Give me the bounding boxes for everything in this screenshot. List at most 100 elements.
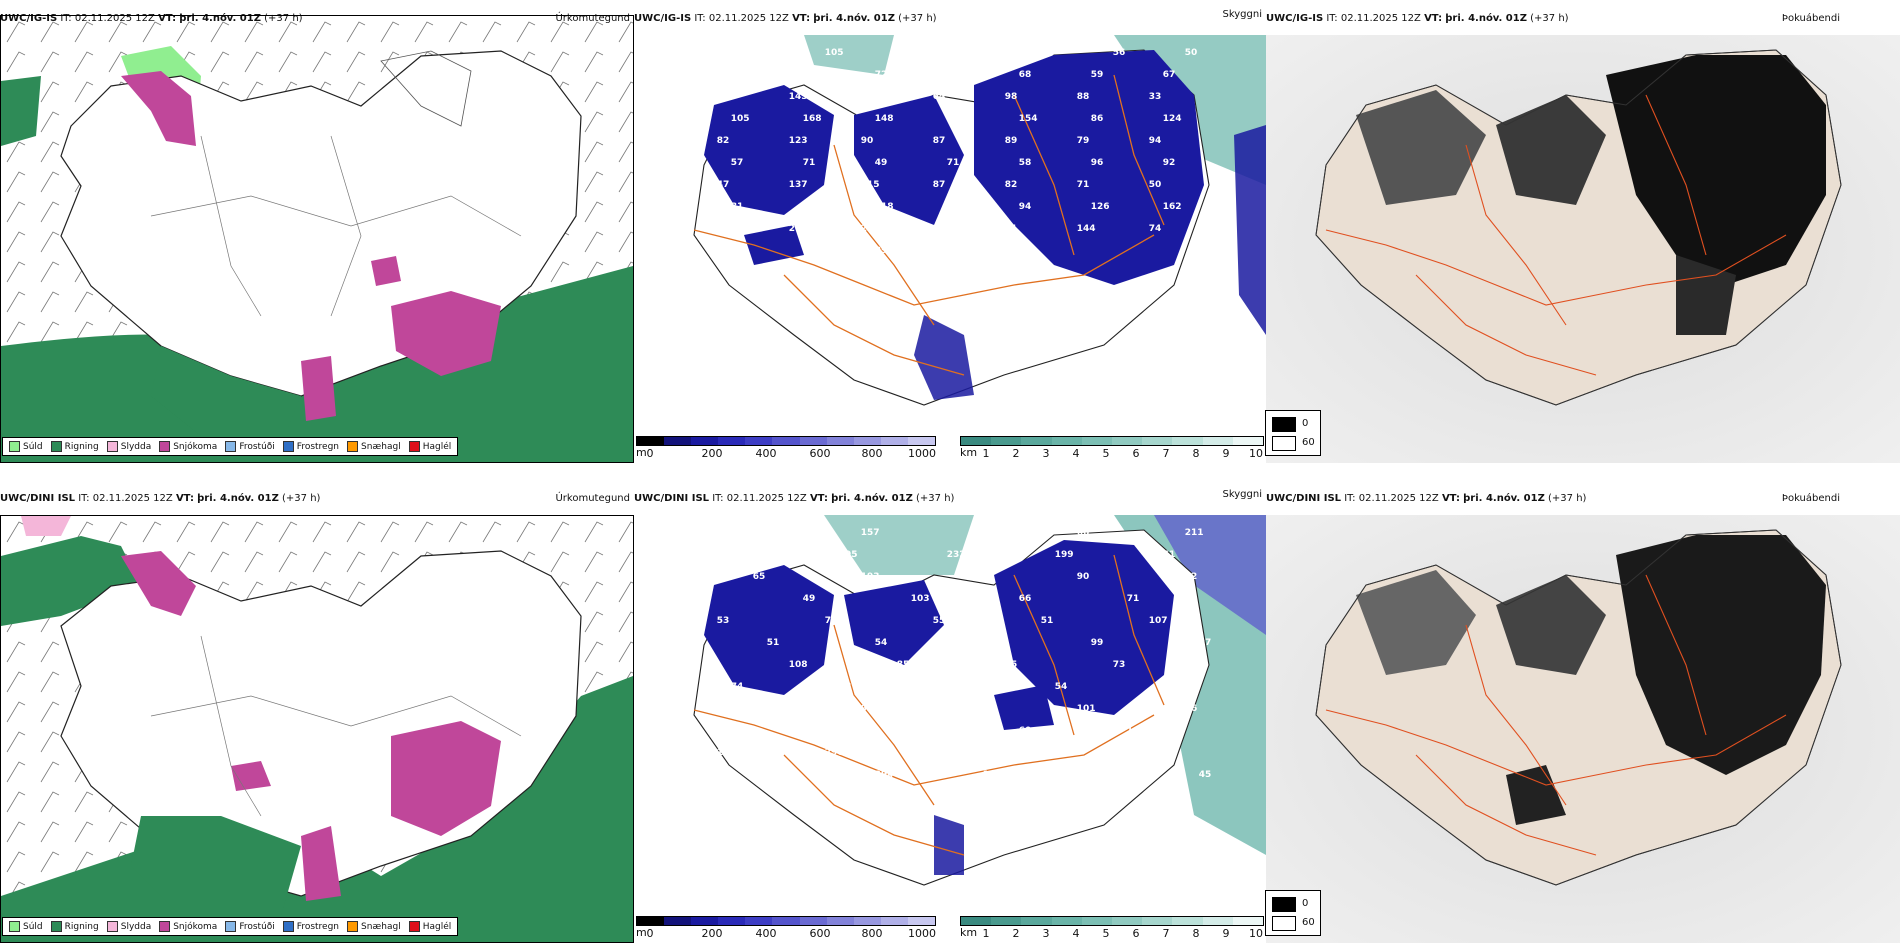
cbar-seg — [691, 917, 719, 925]
visibility-value-label: 87 — [933, 136, 946, 146]
tick: 1000 — [908, 447, 936, 460]
legend-label: Súld — [23, 441, 43, 452]
cbar-seg — [1232, 437, 1264, 445]
visibility-value-label: 65 — [753, 572, 766, 582]
visibility-value-label: 60 — [1019, 726, 1032, 736]
visibility-value-label: 74 — [1149, 224, 1162, 234]
legend-label: Slydda — [120, 921, 152, 932]
cbar-seg — [637, 917, 665, 925]
cbar-seg — [1172, 917, 1203, 925]
visibility-value-label: 62 — [1185, 572, 1198, 582]
visibility-value-label: 228 — [861, 224, 880, 234]
visibility-value-label: 93 — [947, 246, 960, 256]
visibility-value-label: 405 — [1163, 682, 1182, 692]
legend-label: Rigning — [64, 921, 99, 932]
visibility-value-label: 66 — [1185, 704, 1198, 714]
it-label: IT: — [1344, 493, 1356, 504]
visibility-value-label: 74 — [731, 682, 744, 692]
vt-label: VT: — [792, 13, 811, 24]
visibility-value-label: 124 — [1163, 114, 1182, 124]
fog-legend-light — [1272, 916, 1296, 931]
cbar-seg — [1232, 917, 1264, 925]
visibility-value-label: 84 — [969, 704, 982, 714]
cbar-seg — [664, 917, 692, 925]
lead-time: (+37 h) — [282, 493, 321, 504]
visibility-value-label: 92 — [1019, 246, 1032, 256]
model-name: UWC/DINI ISL — [0, 493, 76, 504]
param-title: Þokuábendi — [1781, 13, 1840, 24]
init-time: 02.11.2025 12Z — [92, 493, 173, 504]
visibility-value-label: 71 — [1127, 594, 1140, 604]
legend-label: Slydda — [120, 441, 152, 452]
visibility-value-label: 58 — [839, 682, 852, 692]
cbar-seg — [718, 917, 746, 925]
visibility-value-label: 57 — [717, 92, 730, 102]
cbar-seg — [907, 917, 936, 925]
param-title: Skyggni — [1222, 489, 1262, 500]
visibility-value-label: 101 — [1077, 704, 1096, 714]
colorbar-unit: km — [960, 446, 978, 459]
cbar-seg — [1112, 437, 1143, 445]
cbar-seg — [664, 437, 692, 445]
init-time: 02.11.2025 12Z — [726, 493, 807, 504]
visibility-value-label: 134 — [933, 224, 952, 234]
visibility-value-label: 58 — [1019, 158, 1032, 168]
visibility-value-label: 50 — [1185, 48, 1198, 58]
visibility-value-label: 148 — [875, 114, 894, 124]
visibility-value-label: 107 — [1149, 616, 1168, 626]
legend-freezing-drizzle: Frostúði — [225, 921, 275, 932]
colorbar-ticks: 1 2 3 4 5 6 7 8 9 10 — [960, 446, 1264, 460]
visibility-value-label: 162 — [1163, 202, 1182, 212]
cbar-seg — [799, 437, 827, 445]
visibility-value-label: 66 — [1077, 528, 1090, 538]
colorbar-bar — [960, 916, 1264, 926]
legend-drizzle: Súld — [9, 441, 43, 452]
cbar-seg — [991, 917, 1022, 925]
precip-type-legend: Súld Rigning Slydda Snjókoma Frostúði Fr… — [2, 917, 459, 936]
cbar-seg — [853, 917, 881, 925]
swatch — [408, 921, 420, 932]
legend-label: Súld — [23, 921, 43, 932]
legend-label: Frostregn — [296, 441, 340, 452]
visibility-value-label: 86 — [1091, 114, 1104, 124]
tick: 1 — [982, 447, 990, 460]
visibility-value-label: 105 — [825, 48, 844, 58]
init-time: 02.11.2025 12Z — [1358, 493, 1439, 504]
visibility-value-label: 85 — [897, 660, 910, 670]
swatch — [282, 441, 294, 452]
tick: 7 — [1162, 447, 1170, 460]
visibility-value-label: 51 — [1041, 616, 1054, 626]
visibility-value-label: 61 — [1163, 550, 1176, 560]
visibility-colorbar: m 0 200 400 600 800 1000 — [636, 436, 936, 460]
colorbar-bar — [636, 436, 936, 446]
visibility-value-label: 79 — [1077, 136, 1090, 146]
precip-map — [0, 15, 634, 463]
swatch — [9, 441, 20, 452]
precip-map — [0, 515, 634, 943]
visibility-value-label: 336 — [947, 114, 966, 124]
visibility-value-label: 55 — [933, 616, 946, 626]
visibility-value-label: 47 — [717, 180, 730, 190]
fog-legend-max: 60 — [1302, 917, 1315, 928]
fog-legend-max: 60 — [1302, 437, 1315, 448]
cbar-seg — [1021, 917, 1052, 925]
visibility-value-label: 71 — [803, 158, 816, 168]
swatch — [159, 921, 171, 932]
tick: 800 — [861, 927, 883, 940]
visibility-value-label: 81 — [731, 202, 744, 212]
lead-time: (+37 h) — [916, 493, 955, 504]
legend-drizzle: Súld — [9, 921, 43, 932]
panel-header: UWC/DINI ISL IT: 02.11.2025 12Z VT: þri.… — [1266, 493, 1900, 509]
visibility-value-label: 103 — [753, 528, 772, 538]
visibility-map: 103 157 104 66 211 295 232 199 61 65 193 159 90 62 49 1… — [634, 515, 1266, 915]
visibility-panel-row1: UWC/IG-IS IT: 02.11.2025 12Z VT: þri. 4.… — [634, 9, 1266, 463]
vt-label: VT: — [1424, 13, 1443, 24]
tick: 8 — [1192, 447, 1200, 460]
fog-legend-min: 0 — [1302, 898, 1309, 909]
valid-time: þri. 4.nóv. 01Z — [831, 493, 913, 504]
visibility-value-label: 73 — [861, 92, 874, 102]
visibility-value-label: 103 — [911, 594, 930, 604]
visibility-value-label: 54 — [1055, 682, 1068, 692]
visibility-value-label: 143 — [1127, 726, 1146, 736]
legend-freezing-drizzle: Frostúði — [225, 441, 275, 452]
